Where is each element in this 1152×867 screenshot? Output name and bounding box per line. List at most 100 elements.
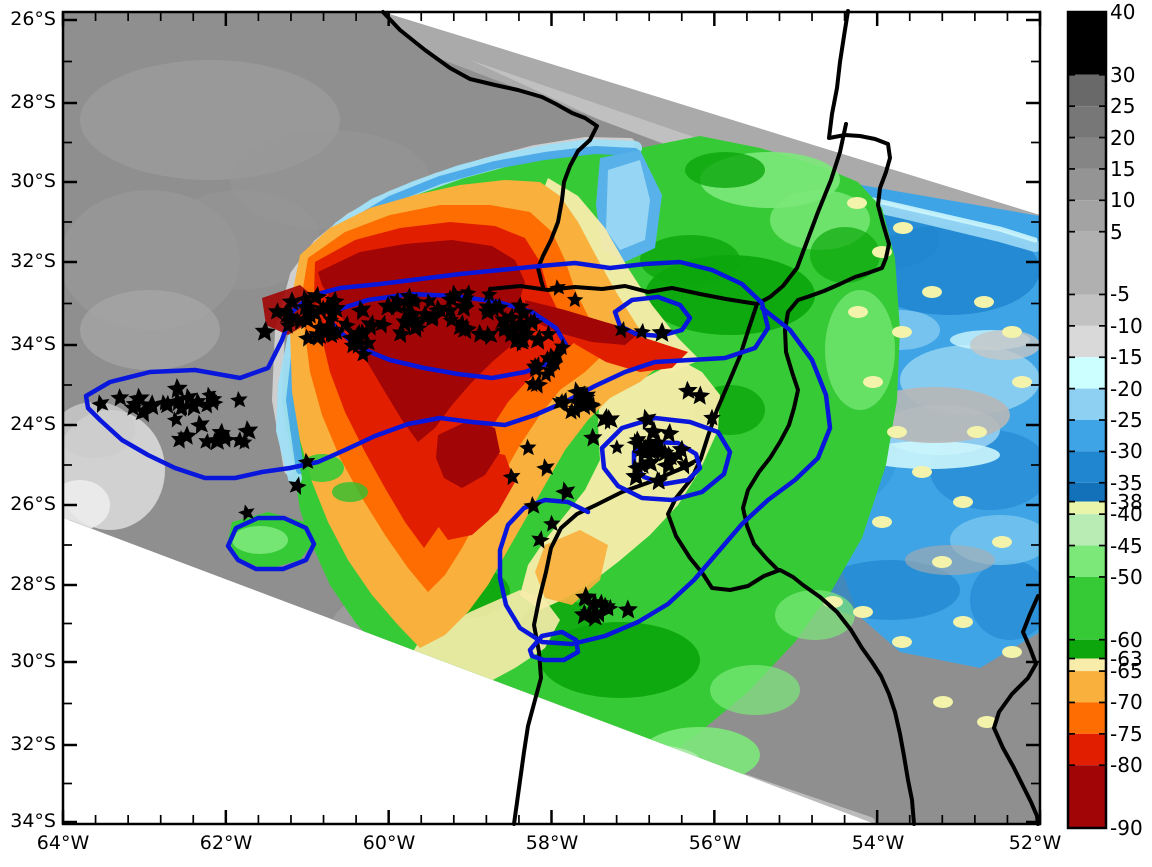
star-marker: [403, 305, 422, 323]
colorbar-segment--30-to--35: [1068, 451, 1106, 483]
star-marker: [478, 297, 499, 317]
star-marker: [659, 423, 680, 443]
colorbar-segment-15-to-10: [1068, 168, 1106, 201]
star-marker: [642, 420, 665, 442]
star-marker: [141, 394, 163, 416]
star-marker: [407, 292, 425, 310]
star-marker: [218, 430, 236, 448]
star-marker: [536, 458, 555, 477]
star-marker: [166, 411, 184, 428]
star-marker: [230, 431, 249, 449]
star-marker: [303, 303, 324, 324]
border-right-north: [741, 9, 892, 572]
star-marker: [470, 323, 490, 343]
star-marker: [188, 392, 207, 410]
gray-texture-5: [160, 190, 320, 290]
star-marker: [625, 465, 647, 486]
green-patch-sw-light: [232, 526, 288, 554]
star-marker: [523, 496, 543, 515]
contour-small-ellipse-s: [527, 629, 581, 663]
star-marker: [648, 470, 668, 491]
pale-yellow-spots-right-20: [977, 716, 997, 728]
star-marker: [676, 455, 695, 475]
green-light-5: [590, 758, 690, 802]
orange-blob-s: [535, 530, 608, 605]
star-marker: [173, 399, 192, 417]
white-patch-west-3: [63, 402, 135, 458]
darkred-blob-s: [436, 420, 500, 488]
border-ne-diagonal: [755, 122, 848, 306]
pale-yellow-spots-right-18: [1002, 646, 1022, 658]
star-marker: [555, 392, 574, 412]
blue-dark-5: [970, 560, 1040, 640]
colorbar-segment--5-to--10: [1068, 294, 1106, 326]
star-marker: [169, 381, 185, 397]
pale-yellow-spots-right-9: [912, 466, 932, 478]
star-marker: [677, 380, 698, 400]
star-marker: [351, 299, 372, 321]
star-marker: [198, 433, 216, 450]
star-marker: [566, 291, 584, 308]
star-marker: [279, 305, 299, 326]
star-marker: [639, 451, 661, 473]
colorbar-segment-40-to-30: [1068, 12, 1106, 75]
border-paraguay-river: [381, 10, 599, 289]
star-marker: [254, 320, 276, 342]
star-marker: [567, 390, 589, 413]
star-marker: [583, 427, 603, 447]
darkred-finger-east: [525, 300, 640, 345]
pale-yellow-spots-right-17: [953, 616, 973, 628]
star-marker: [442, 311, 459, 328]
green-light-6: [710, 665, 800, 715]
star-marker: [341, 326, 363, 348]
star-marker: [182, 395, 203, 417]
star-marker: [281, 291, 303, 311]
plot-frame-and-ticks: [61, 10, 1042, 826]
star-marker: [374, 314, 393, 334]
star-marker: [324, 290, 345, 311]
star-marker: [133, 400, 156, 423]
green-bit-w2: [332, 482, 368, 502]
colorbar-segment--60-to--63: [1068, 639, 1106, 659]
star-marker: [628, 430, 647, 448]
colorbar-segment-10-to-5: [1068, 200, 1106, 232]
star-marker: [328, 324, 346, 341]
star-marker: [441, 301, 459, 319]
star-marker: [296, 308, 318, 330]
pale-yellow-spots-right-16: [892, 636, 912, 648]
star-marker: [377, 295, 399, 316]
star-marker: [514, 332, 532, 349]
colorbar-segment-5-to--5: [1068, 231, 1106, 295]
contour-cluster2-outer: [599, 415, 733, 503]
star-marker: [455, 318, 477, 340]
star-marker: [656, 454, 678, 476]
colorbar-segment-30-to-25: [1068, 74, 1106, 107]
star-marker: [525, 357, 545, 375]
pale-yellow-spots-right-15: [853, 606, 873, 618]
green-pale-strip-1: [540, 742, 700, 778]
pale-yellow-spots-right-5: [892, 326, 912, 338]
star-marker: [639, 439, 660, 460]
star-marker: [416, 305, 435, 323]
colorbar-segment--25-to--30: [1068, 420, 1106, 452]
star-marker: [555, 481, 576, 502]
border-mid-south: [699, 302, 759, 460]
star-marker: [295, 297, 315, 316]
colorbar-segment--50-to--60: [1068, 576, 1106, 640]
pale-yellow-spots-right-21: [887, 426, 907, 438]
star-marker: [614, 321, 632, 339]
star-marker: [618, 599, 638, 619]
pale-yellow-spots-right-11: [992, 536, 1012, 548]
star-marker: [91, 394, 110, 413]
star-marker: [392, 323, 412, 344]
star-marker: [524, 375, 542, 392]
gray-texture-4: [80, 290, 220, 370]
colorbar-segment--40-to--45: [1068, 514, 1106, 546]
cyan-streak-1: [860, 441, 1000, 469]
colorbar-segment-20-to-15: [1068, 137, 1106, 169]
pale-yellow-spots-right-10: [953, 496, 973, 508]
star-marker: [267, 302, 287, 321]
star-marker: [633, 322, 651, 340]
green-light-4: [640, 727, 760, 783]
